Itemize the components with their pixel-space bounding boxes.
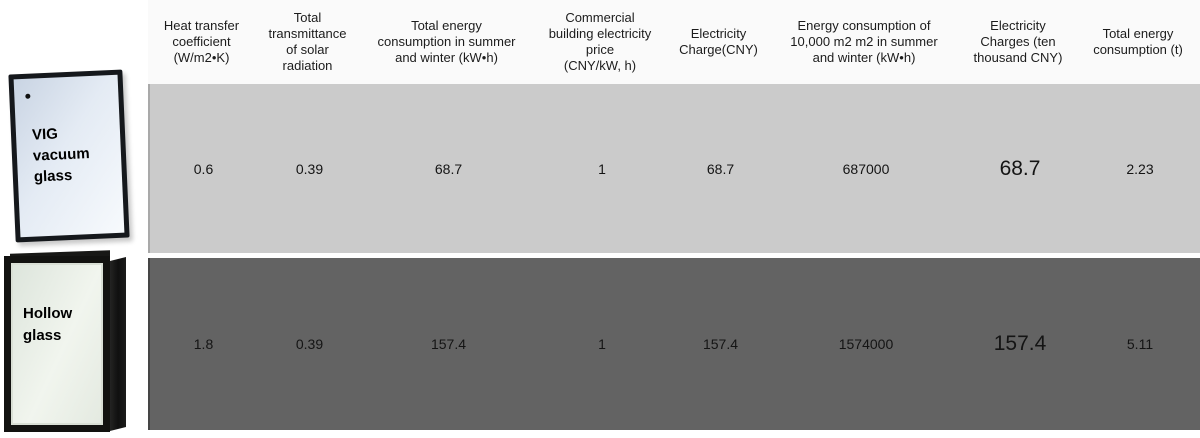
vig-vacuum-glass-image: VIG vacuum glass: [8, 69, 130, 243]
hollow-glass-label: Hollow glass: [23, 305, 73, 344]
table-row-vig-vacuum-glass: 0.6 0.39 68.7 1 68.7 687000 68.7 2.23: [148, 84, 1200, 253]
cell-vig-vacuum-glass-electricity-price: 1: [598, 160, 606, 177]
vig-glass-pane: VIG vacuum glass: [13, 74, 125, 238]
column-header-electricity-charge: Electricity Charge(CNY): [679, 26, 758, 57]
cell-vig-vacuum-glass-total-energy-t: 2.23: [1126, 160, 1154, 177]
hollow-glass-image: Hollow glass: [4, 248, 130, 434]
cell-hollow-glass-total-energy-summer-winter: 157.4: [430, 336, 467, 352]
cell-hollow-glass-heat-transfer-coefficient: 1.8: [193, 336, 214, 352]
column-header-total-energy-summer-winter: Total energy consumption in summer and w…: [377, 18, 516, 65]
cell-hollow-glass-energy-10000m2: 1574000: [838, 336, 894, 352]
column-header-heat-transfer-coefficient: Heat transfer coefficient (W/m2•K): [163, 18, 240, 65]
cell-hollow-glass-electricity-price: 1: [598, 336, 606, 352]
column-header-solar-transmittance: Total transmittance of solar radiation: [268, 10, 347, 73]
column-header-energy-10000m2: Energy consumption of 10,000 m2 m2 in su…: [790, 18, 938, 65]
cell-vig-vacuum-glass-energy-10000m2: 687000: [842, 160, 890, 177]
table-header-row: Heat transfer coefficient (W/m2•K) Total …: [148, 0, 1200, 84]
hollow-glass-pane: Hollow glass: [11, 263, 103, 425]
column-header-electricity-price: Commercial building electricity price (C…: [548, 10, 652, 73]
glass-images-column: VIG vacuum glass Hollow glass: [0, 0, 148, 438]
table-row-hollow-glass: 1.8 0.39 157.4 1 157.4 1574000 157.4 5.11: [148, 258, 1200, 430]
column-header-charges-ten-thousand: Electricity Charges (ten thousand CNY): [973, 18, 1063, 65]
vig-glass-label: VIG vacuum glass: [31, 125, 90, 186]
cell-hollow-glass-solar-transmittance: 0.39: [295, 336, 324, 352]
comparison-table: Heat transfer coefficient (W/m2•K) Total …: [148, 0, 1200, 438]
column-header-total-energy-t: Total energy consumption (t): [1093, 26, 1183, 57]
hollow-glass-front-frame: Hollow glass: [4, 256, 110, 432]
cell-vig-vacuum-glass-electricity-charge: 68.7: [706, 160, 735, 177]
cell-hollow-glass-electricity-charge: 157.4: [702, 336, 739, 352]
cell-hollow-glass-total-energy-t: 5.11: [1126, 336, 1154, 352]
cell-hollow-glass-charges-ten-thousand: 157.4: [993, 332, 1047, 355]
cell-vig-vacuum-glass-solar-transmittance: 0.39: [295, 160, 324, 177]
cell-vig-vacuum-glass-charges-ten-thousand: 68.7: [999, 156, 1041, 180]
cell-vig-vacuum-glass-heat-transfer-coefficient: 0.6: [193, 160, 214, 177]
vacuum-port-dot-icon: [25, 93, 31, 99]
cell-vig-vacuum-glass-total-energy-summer-winter: 68.7: [434, 160, 463, 177]
